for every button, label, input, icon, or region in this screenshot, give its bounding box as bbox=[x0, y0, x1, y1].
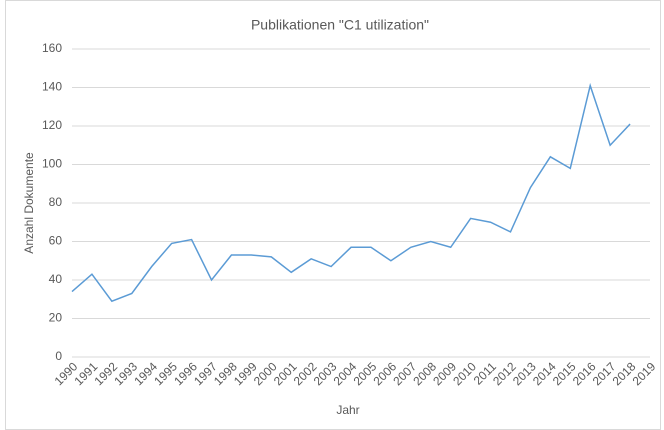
y-tick-label: 20 bbox=[49, 311, 63, 325]
y-axis-label: Anzahl Dokumente bbox=[22, 152, 36, 254]
y-tick-label: 40 bbox=[49, 272, 63, 286]
x-axis-label: Jahr bbox=[336, 403, 359, 417]
chart-border bbox=[5, 0, 661, 430]
y-tick-label: 0 bbox=[55, 349, 62, 363]
y-tick-label: 160 bbox=[42, 41, 62, 55]
y-tick-label: 100 bbox=[42, 157, 62, 171]
y-tick-label: 60 bbox=[49, 234, 63, 248]
data-line bbox=[71, 82, 631, 303]
chart-title: Publikationen "C1 utilization" bbox=[251, 17, 429, 33]
y-tick-label: 120 bbox=[42, 118, 62, 132]
y-tick-label: 80 bbox=[49, 195, 63, 209]
y-tick-label: 140 bbox=[42, 80, 62, 94]
